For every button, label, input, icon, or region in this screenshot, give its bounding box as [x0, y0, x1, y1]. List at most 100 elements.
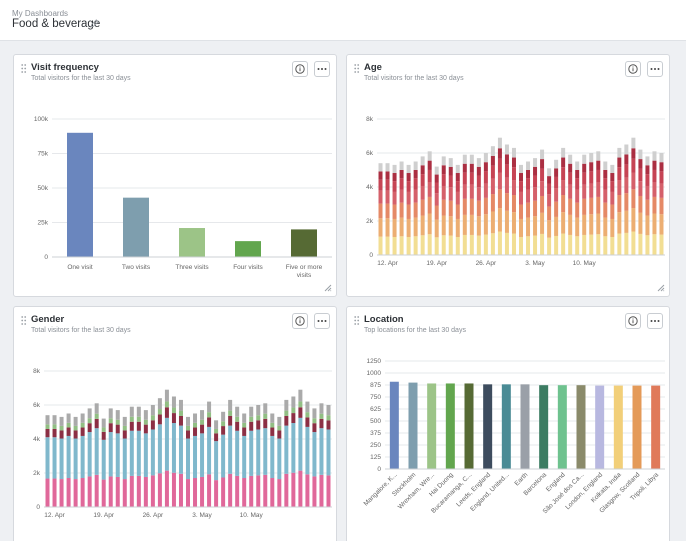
bar: [520, 384, 530, 469]
x-tick-label: Two visits: [122, 264, 151, 271]
stack-segment: [242, 422, 247, 428]
stack-segment: [157, 398, 162, 410]
bar: [179, 228, 205, 257]
stack-segment: [497, 208, 502, 232]
stack-segment: [136, 421, 141, 431]
stack-segment: [399, 161, 404, 170]
resize-icon[interactable]: [324, 284, 332, 292]
stack-segment: [108, 418, 113, 424]
stack-segment: [242, 413, 247, 423]
stack-segment: [645, 235, 650, 255]
more-button[interactable]: [314, 61, 330, 77]
stack-segment: [298, 401, 303, 408]
stack-segment: [413, 178, 418, 190]
stack-segment: [511, 167, 516, 181]
drag-handle-icon[interactable]: [354, 316, 360, 325]
more-button[interactable]: [314, 313, 330, 329]
stack-segment: [186, 438, 190, 480]
stack-segment: [575, 189, 580, 203]
stack-segment: [659, 153, 664, 163]
stack-segment: [568, 172, 573, 185]
stack-segment: [263, 474, 268, 507]
stack-segment: [427, 182, 432, 197]
stack-segment: [228, 410, 233, 416]
stack-segment: [617, 147, 622, 158]
stack-segment: [52, 428, 57, 438]
stack-segment: [385, 218, 390, 237]
stack-segment: [186, 425, 190, 431]
stack-segment: [469, 163, 474, 173]
stack-segment: [221, 421, 226, 427]
stack-segment: [256, 415, 261, 421]
stack-segment: [115, 424, 120, 434]
stack-segment: [617, 212, 622, 234]
info-button[interactable]: [292, 61, 308, 77]
stack-segment: [483, 183, 488, 198]
stack-segment: [526, 189, 531, 203]
stack-segment: [115, 433, 120, 477]
y-tick-label: 4k: [33, 436, 41, 443]
drag-handle-icon[interactable]: [21, 64, 27, 73]
stack-segment: [448, 235, 453, 255]
info-button[interactable]: [625, 61, 641, 77]
stack-segment: [631, 231, 636, 255]
gender-chart: 0 2k 4k 6k 8k 12. Apr 19. Apr 26. Apr 3. May 10. …: [33, 368, 332, 519]
stack-segment: [392, 164, 397, 174]
breadcrumb[interactable]: My Dashboards: [12, 9, 69, 18]
info-button[interactable]: [625, 313, 641, 329]
info-icon: [628, 64, 638, 74]
stack-segment: [143, 410, 148, 420]
stack-segment: [108, 423, 113, 433]
stack-segment: [392, 191, 397, 205]
stack-segment: [129, 430, 134, 476]
stack-segment: [122, 438, 127, 480]
stack-segment: [568, 184, 573, 199]
stack-segment: [582, 198, 587, 215]
stack-segment: [434, 205, 439, 220]
stack-segment: [434, 193, 439, 206]
stack-segment: [143, 476, 148, 507]
page-title: Food & beverage: [12, 18, 101, 30]
stack-segment: [385, 163, 390, 172]
stack-segment: [326, 475, 331, 507]
more-button[interactable]: [647, 61, 663, 77]
stack-segment: [59, 479, 64, 507]
stack-segment: [157, 414, 162, 425]
stack-segment: [143, 433, 148, 477]
drag-handle-icon[interactable]: [21, 316, 27, 325]
stack-segment: [200, 419, 205, 425]
stack-segment: [476, 175, 481, 188]
stack-segment: [228, 425, 233, 474]
stack-segment: [242, 427, 247, 436]
stack-segment: [469, 214, 474, 235]
info-icon: [295, 64, 305, 74]
stack-segment: [413, 217, 418, 237]
drag-handle-icon[interactable]: [354, 64, 360, 73]
stack-segment: [469, 172, 474, 185]
stack-segment: [462, 198, 467, 215]
stack-segment: [108, 476, 113, 507]
stack-segment: [631, 148, 636, 159]
stack-segment: [326, 415, 331, 421]
x-tick-label: 12. Apr: [44, 512, 65, 519]
stack-segment: [427, 160, 432, 170]
x-tick-label: 26. Apr: [143, 512, 164, 519]
stack-segment: [52, 437, 57, 479]
stack-segment: [526, 178, 531, 190]
stack-segment: [420, 174, 425, 186]
more-button[interactable]: [647, 313, 663, 329]
stack-segment: [462, 214, 467, 235]
pencil-icon[interactable]: [90, 19, 99, 28]
stack-segment: [122, 425, 127, 431]
stack-segment: [469, 184, 474, 199]
resize-icon[interactable]: [657, 284, 665, 292]
stack-segment: [406, 173, 411, 182]
x-tick-label: Earth: [513, 471, 529, 487]
stack-segment: [200, 433, 205, 477]
info-button[interactable]: [292, 313, 308, 329]
stack-segment: [406, 181, 411, 192]
stack-segment: [504, 232, 509, 255]
stack-segment: [652, 234, 657, 255]
stack-segment: [378, 179, 383, 191]
stack-segment: [589, 183, 594, 198]
